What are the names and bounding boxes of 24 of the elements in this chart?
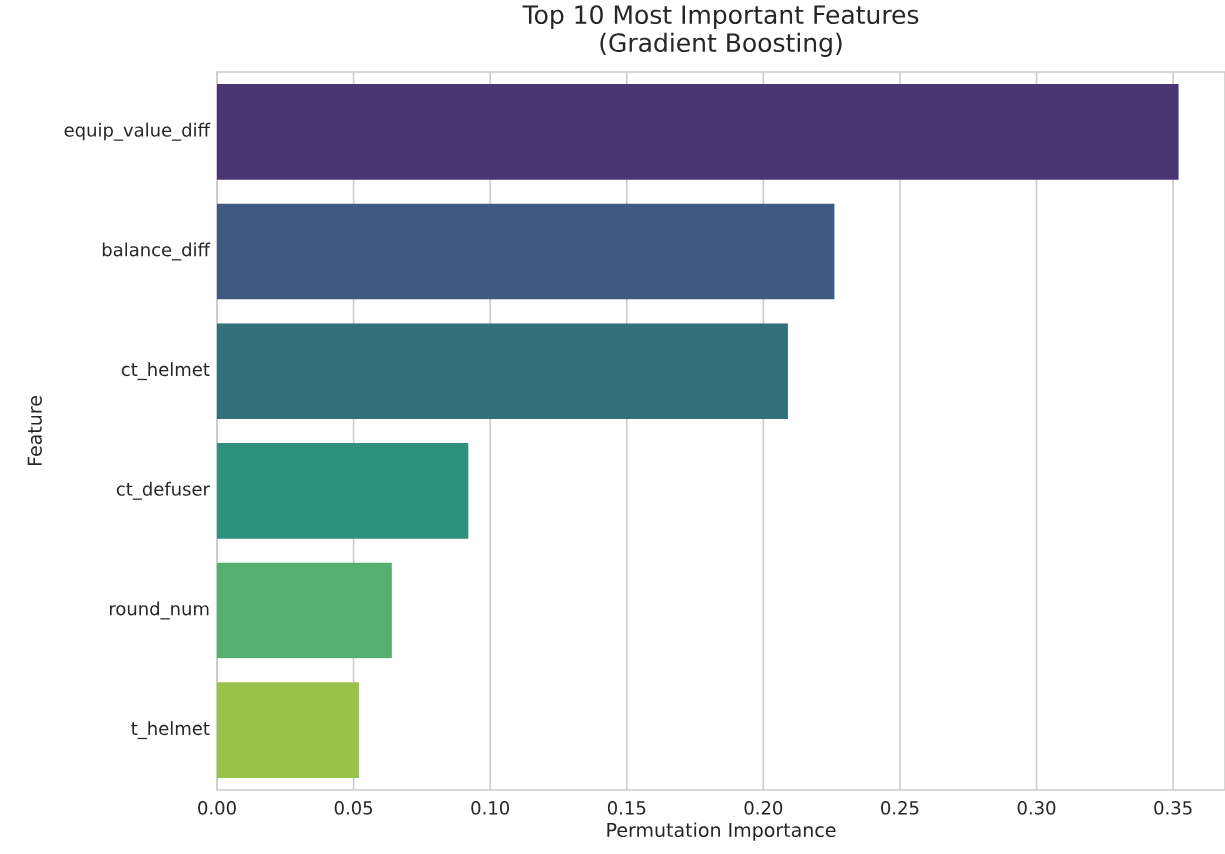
x-tick-label: 0.15 — [607, 801, 646, 815]
y-tick-label: balance_diff — [102, 242, 211, 261]
bar — [217, 562, 392, 659]
x-tick-label: 0.20 — [744, 801, 783, 815]
y-tick-label: round_num — [109, 601, 209, 620]
bar — [217, 323, 788, 420]
x-tick-label: 0.35 — [1154, 801, 1192, 815]
chart-subtitle: (Gradient Boosting) — [600, 32, 842, 57]
y-tick-label: t_helmet — [131, 721, 210, 740]
bar — [217, 83, 1179, 180]
y-axis-title: Feature — [27, 396, 42, 466]
chart-title: Top 10 Most Important Features — [522, 5, 919, 29]
x-tick-label: 0.05 — [334, 801, 373, 815]
y-tick-label: ct_helmet — [121, 362, 210, 381]
x-tick-label: 0.00 — [198, 801, 236, 815]
bar — [217, 203, 835, 300]
bar — [217, 442, 469, 539]
x-tick-label: 0.25 — [881, 801, 919, 815]
y-tick-label: equip_value_diff — [64, 122, 211, 141]
x-axis-title: Permutation Importance — [607, 822, 836, 841]
x-tick-label: 0.30 — [1017, 801, 1056, 815]
bar — [217, 682, 360, 779]
y-tick-label: ct_defuser — [116, 481, 210, 500]
x-tick-label: 0.10 — [471, 801, 510, 815]
